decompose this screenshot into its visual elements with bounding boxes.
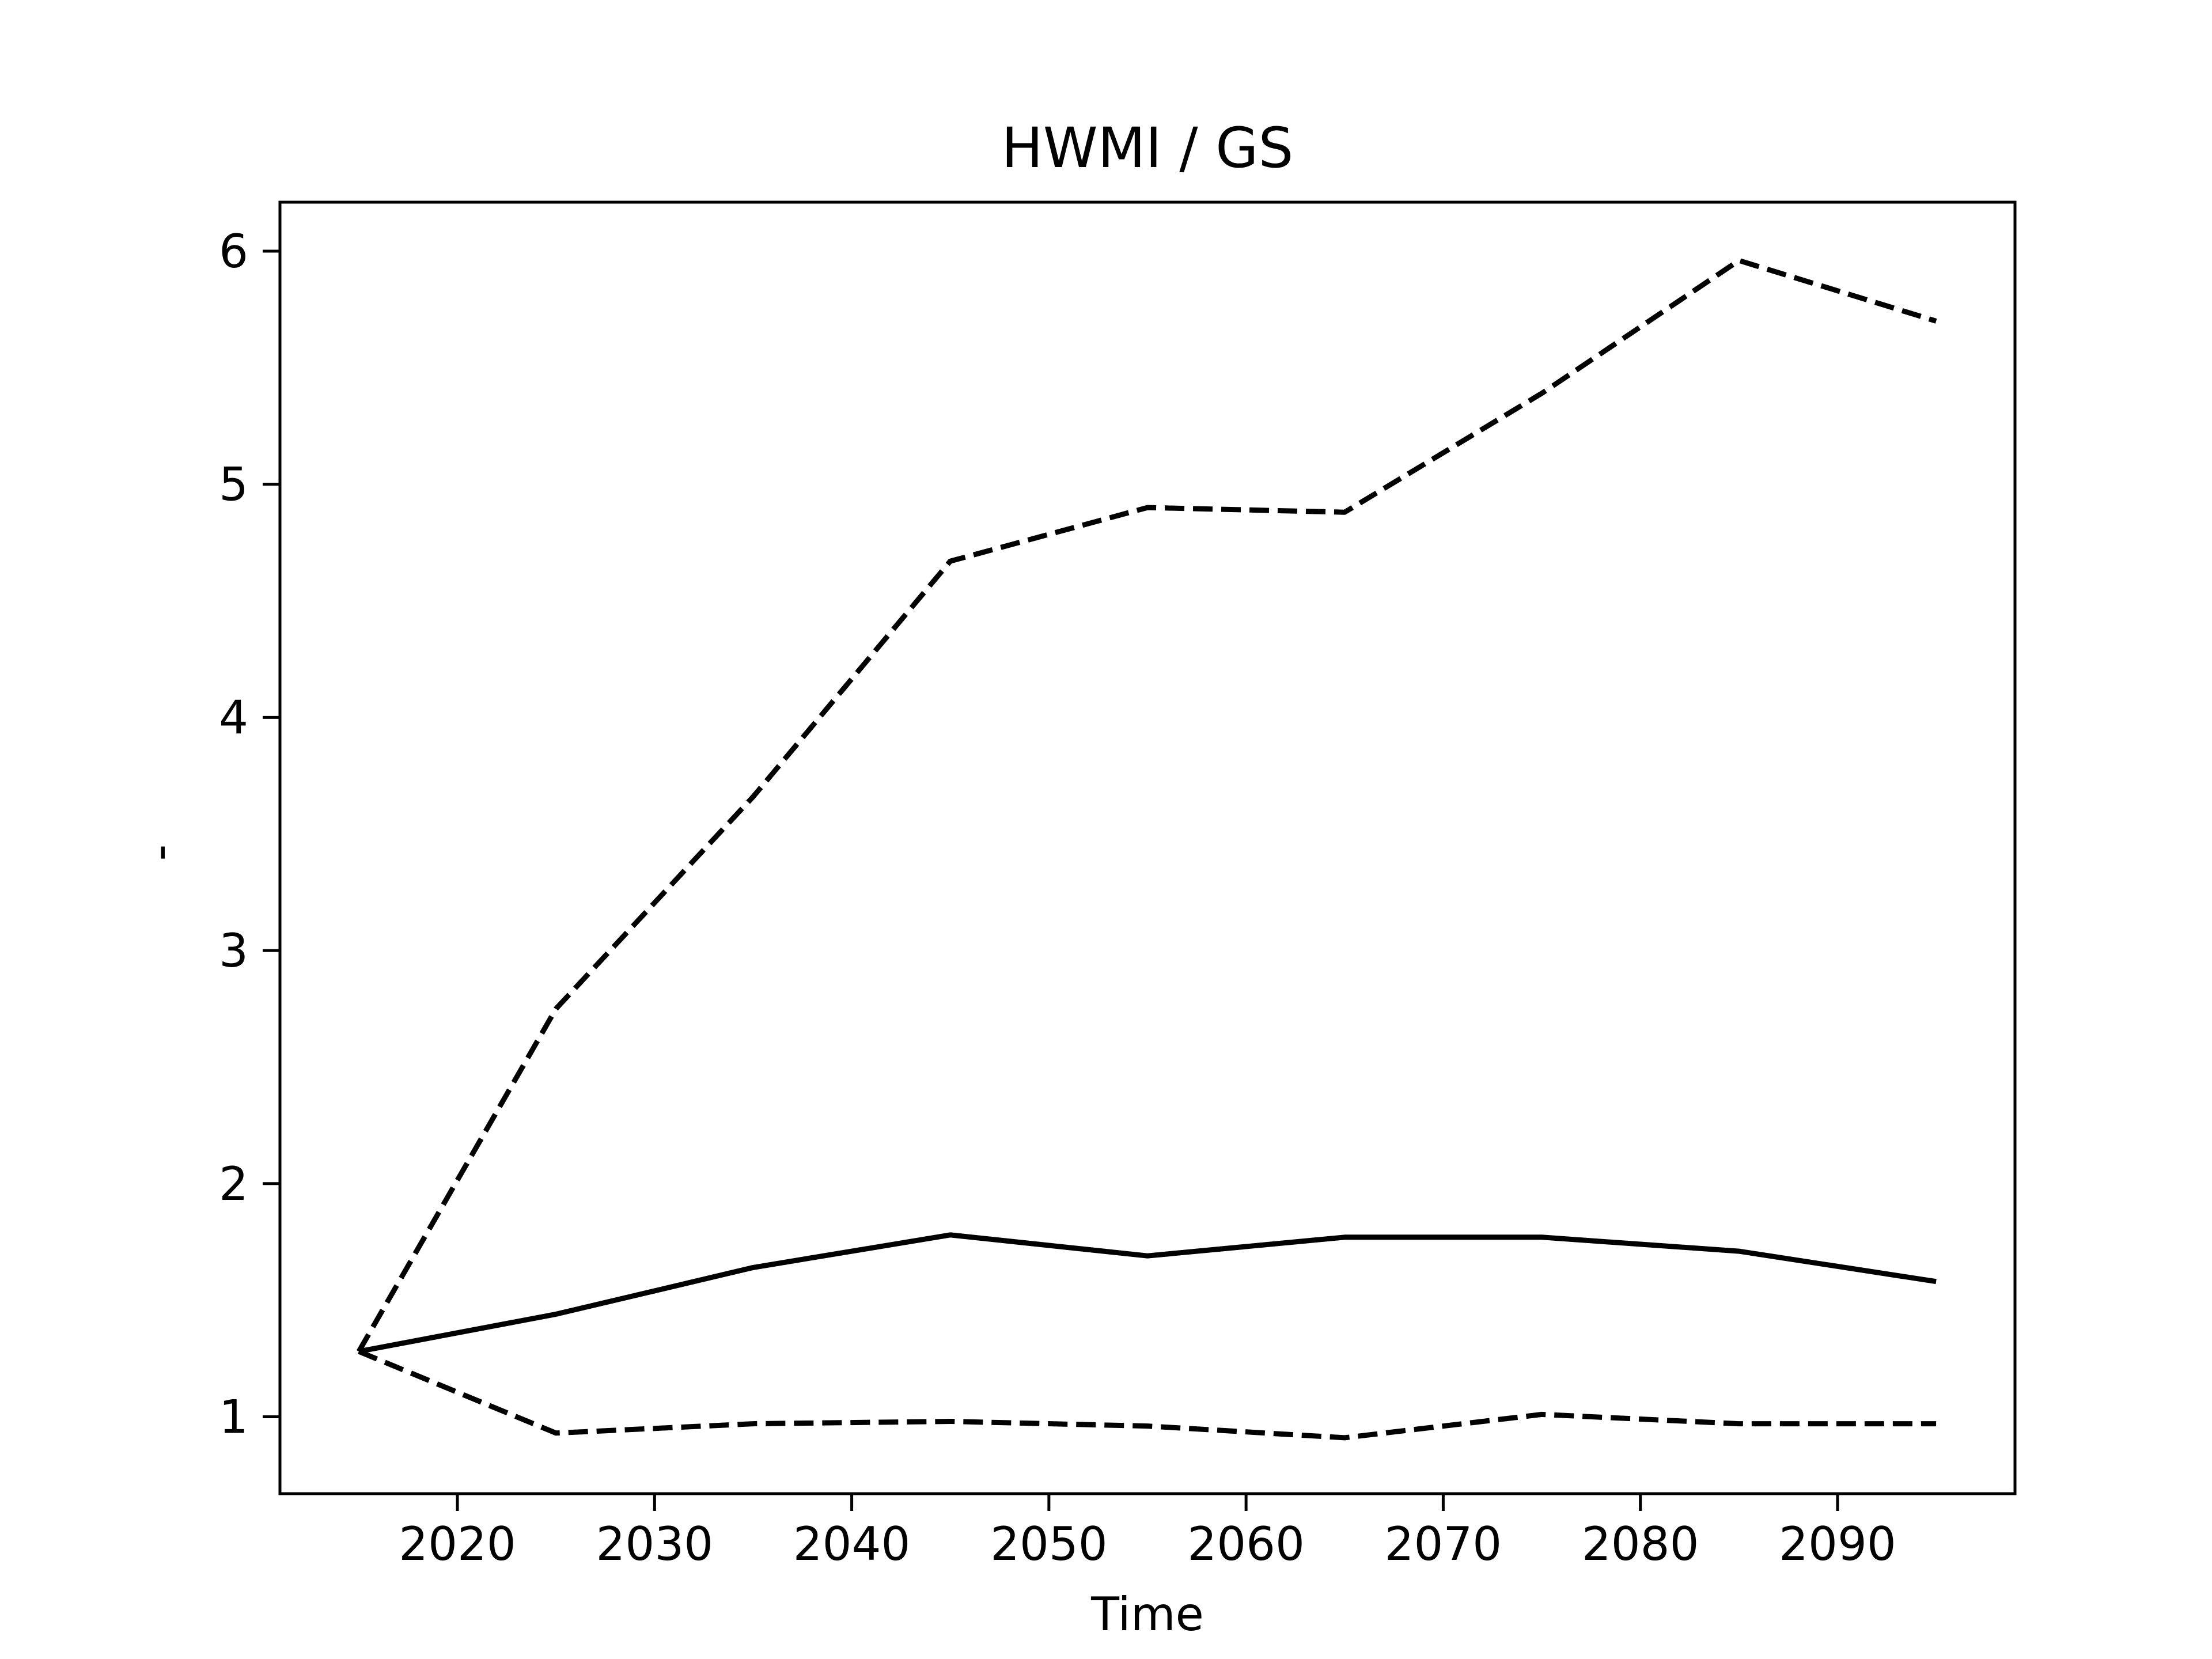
x-tick-label: 2050 — [990, 1517, 1108, 1571]
y-axis-title: - — [133, 844, 187, 861]
series-group — [356, 257, 1937, 1441]
x-tick-label: 2060 — [1187, 1517, 1305, 1571]
series-line-median — [358, 1232, 1937, 1354]
x-tick-label: 2020 — [399, 1517, 516, 1571]
x-tick-label: 2030 — [596, 1517, 714, 1571]
axis-ticks: 2020 2030 2040 2050 2060 2070 2080 2090 1 2 3 4 5 6 — [219, 225, 1896, 1571]
plot-area-frame — [278, 200, 2017, 1495]
x-tick-label: 2070 — [1385, 1517, 1502, 1571]
y-tick-label: 2 — [219, 1157, 248, 1211]
x-tick-label: 2040 — [793, 1517, 911, 1571]
y-tick-label: 1 — [219, 1390, 248, 1444]
y-tick-label: 3 — [219, 924, 248, 978]
y-tick-label: 6 — [219, 225, 248, 278]
y-tick-label: 5 — [219, 458, 248, 512]
x-tick-label: 2090 — [1779, 1517, 1896, 1571]
x-tick-label: 2080 — [1582, 1517, 1699, 1571]
y-tick-label: 4 — [219, 691, 248, 744]
series-line-upper-dashed — [356, 257, 1937, 1353]
series-line-lower-dashed — [358, 1349, 1937, 1441]
x-axis-title: Time — [1090, 1588, 1204, 1641]
chart-title: HWMI / GS — [1002, 116, 1294, 180]
